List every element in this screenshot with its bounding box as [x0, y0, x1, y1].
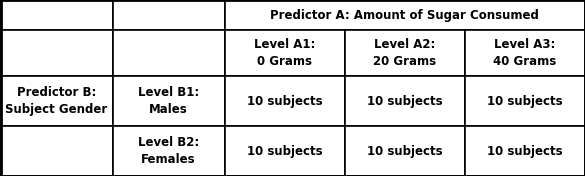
Text: Predictor B:
Subject Gender: Predictor B: Subject Gender	[5, 86, 108, 116]
Text: Level B1:
Males: Level B1: Males	[138, 86, 199, 116]
Text: Level A1:
0 Grams: Level A1: 0 Grams	[254, 38, 315, 68]
Bar	[225, 0, 584, 30]
Text: Predictor A: Amount of Sugar Consumed: Predictor A: Amount of Sugar Consumed	[270, 8, 539, 21]
Text: 10 subjects: 10 subjects	[367, 144, 442, 158]
Text: 10 subjects: 10 subjects	[487, 95, 562, 108]
Text: Level B2:
Females: Level B2: Females	[138, 136, 199, 166]
Bar	[112, 30, 225, 76]
Bar	[345, 30, 464, 76]
Bar	[464, 30, 584, 76]
Text: 10 subjects: 10 subjects	[247, 95, 322, 108]
Text: 10 subjects: 10 subjects	[487, 144, 562, 158]
Bar	[225, 30, 345, 76]
Bar	[1, 30, 112, 76]
Bar	[112, 126, 225, 176]
Bar	[225, 126, 345, 176]
Bar	[1, 0, 112, 30]
Bar	[225, 76, 345, 126]
Text: Level A3:
40 Grams: Level A3: 40 Grams	[493, 38, 556, 68]
Bar	[464, 76, 584, 126]
Bar	[345, 126, 464, 176]
Bar	[1, 76, 112, 126]
Text: 10 subjects: 10 subjects	[247, 144, 322, 158]
Text: 10 subjects: 10 subjects	[367, 95, 442, 108]
Text: Level A2:
20 Grams: Level A2: 20 Grams	[373, 38, 436, 68]
Bar	[1, 126, 112, 176]
Bar	[112, 0, 225, 30]
Bar	[345, 76, 464, 126]
Bar	[112, 76, 225, 126]
Bar	[464, 126, 584, 176]
